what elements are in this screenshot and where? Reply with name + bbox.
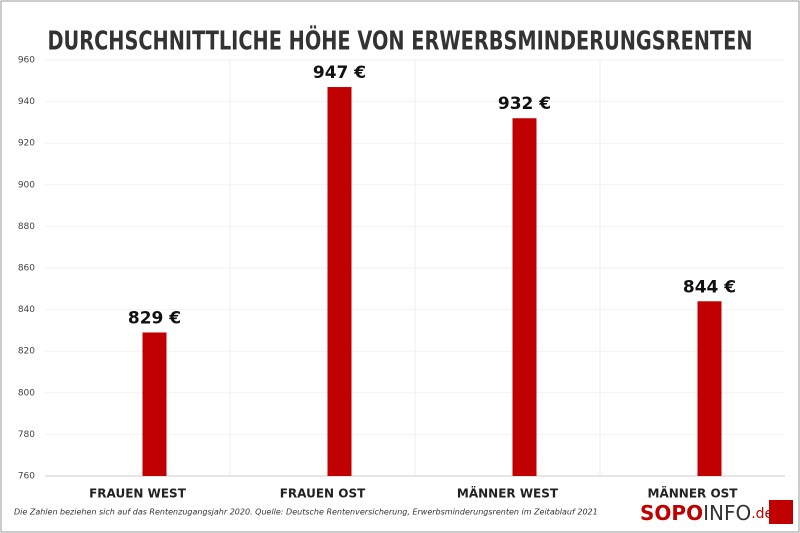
y-tick-label: 960 <box>18 56 35 66</box>
y-tick-label: 780 <box>18 430 35 440</box>
bar <box>327 87 352 476</box>
y-tick-label: 900 <box>18 180 35 190</box>
y-tick-label: 840 <box>18 305 35 315</box>
value-label: 932 € <box>498 94 551 114</box>
y-tick-label: 800 <box>18 388 35 398</box>
y-tick-label: 860 <box>18 264 35 274</box>
x-tick-label: MÄNNER WEST <box>457 486 559 501</box>
value-label: 947 € <box>313 63 366 83</box>
x-tick-label: MÄNNER OST <box>648 486 739 501</box>
y-tick-label: 820 <box>18 347 35 357</box>
y-tick-label: 760 <box>18 472 35 482</box>
y-tick-label: 920 <box>18 139 35 149</box>
bar <box>142 332 167 476</box>
logo-part: SOPO <box>640 501 703 525</box>
chart-title: DURCHSCHNITTLICHE HÖHE VON ERWERBSMINDER… <box>48 24 753 57</box>
y-tick-label: 940 <box>18 97 35 107</box>
x-tick-label: FRAUEN OST <box>280 487 366 501</box>
bar <box>697 301 722 476</box>
value-label: 829 € <box>128 308 181 328</box>
note: Die Zahlen beziehen sich auf das Rentenz… <box>14 508 598 517</box>
x-tick-label: FRAUEN WEST <box>89 487 187 501</box>
y-tick-label: 880 <box>18 222 35 232</box>
value-label: 844 € <box>683 277 736 297</box>
logo-icon <box>769 500 793 524</box>
logo: SOPOINFO.de <box>640 501 773 525</box>
logo-part: .de <box>751 506 773 522</box>
bar <box>512 118 537 477</box>
logo-part: INFO <box>703 501 751 525</box>
